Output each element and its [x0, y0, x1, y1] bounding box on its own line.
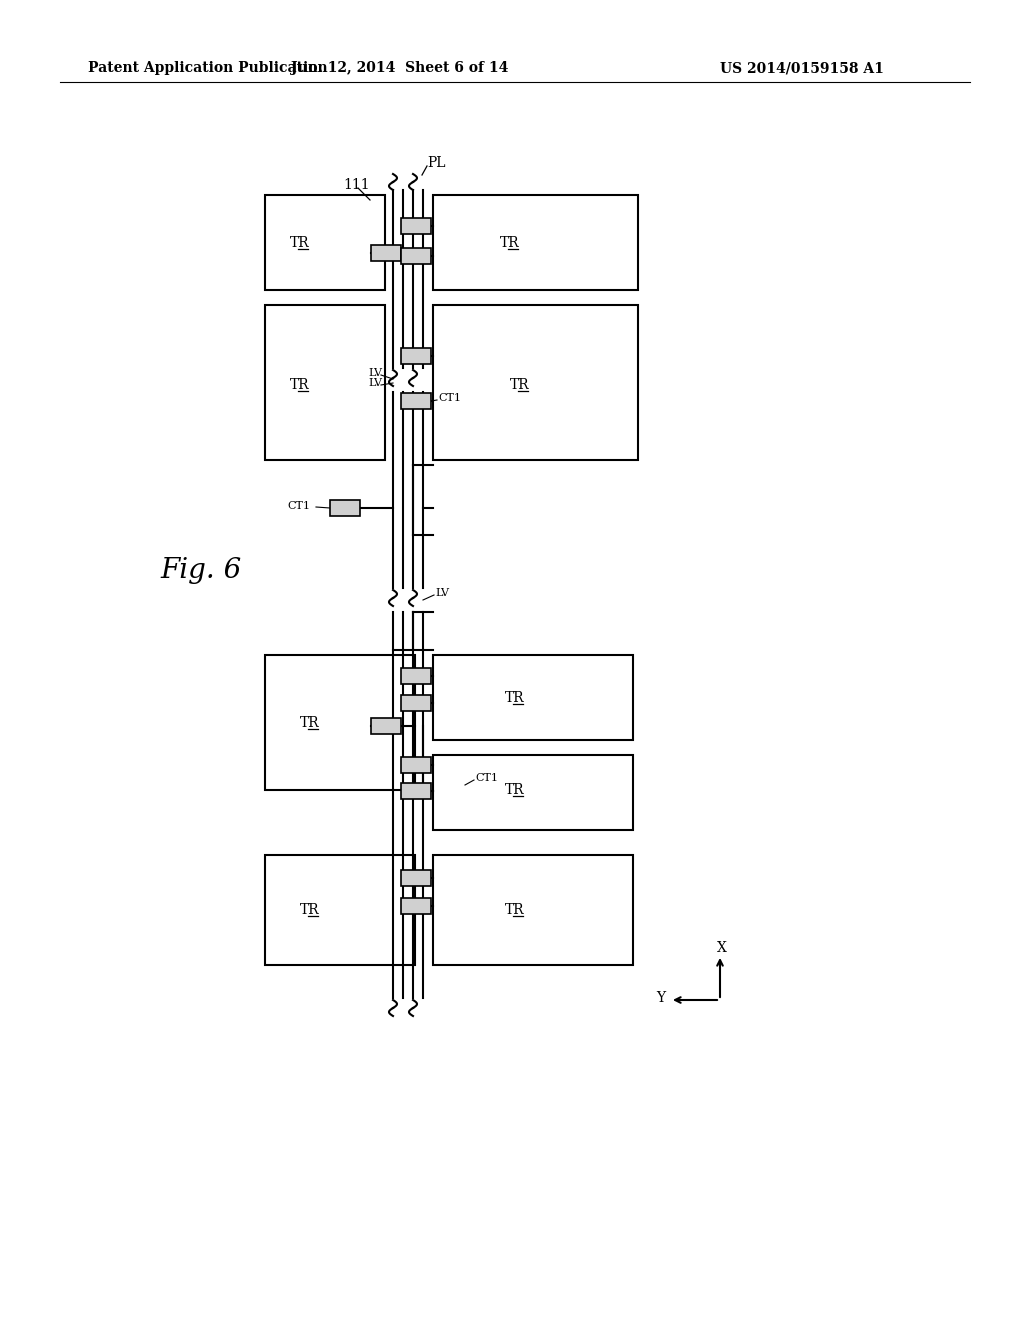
Bar	[401, 756, 431, 774]
Text: CT1: CT1	[475, 774, 498, 783]
Bar	[433, 305, 638, 459]
Text: US 2014/0159158 A1: US 2014/0159158 A1	[720, 61, 884, 75]
Bar	[433, 755, 633, 830]
Text: Y: Y	[656, 991, 665, 1005]
Bar	[401, 248, 431, 264]
Text: TR: TR	[505, 690, 524, 705]
Text: TR: TR	[290, 378, 309, 392]
Bar	[401, 783, 431, 799]
Bar	[433, 855, 633, 965]
Bar	[401, 393, 431, 409]
Bar	[433, 655, 633, 741]
Bar	[265, 655, 415, 789]
Text: TR: TR	[300, 903, 319, 917]
Text: PL: PL	[427, 156, 445, 170]
Bar	[330, 500, 360, 516]
Text: TR: TR	[510, 378, 529, 392]
Text: Fig. 6: Fig. 6	[160, 557, 242, 583]
Text: Patent Application Publication: Patent Application Publication	[88, 61, 328, 75]
Text: LV: LV	[368, 368, 382, 378]
Bar	[371, 718, 401, 734]
Bar	[265, 855, 415, 965]
Text: TR: TR	[505, 783, 524, 797]
Text: CT1: CT1	[287, 502, 310, 511]
Text: LV: LV	[435, 587, 449, 598]
Bar	[401, 870, 431, 886]
Text: TR: TR	[500, 236, 519, 249]
Bar	[265, 305, 385, 459]
Bar	[401, 668, 431, 684]
Bar	[433, 195, 638, 290]
Bar	[401, 348, 431, 364]
Bar	[371, 246, 401, 261]
Text: CT1: CT1	[438, 393, 461, 403]
Bar	[265, 195, 385, 290]
Text: TR: TR	[300, 715, 319, 730]
Text: 111: 111	[343, 178, 370, 191]
Bar	[401, 218, 431, 234]
Text: TR: TR	[290, 236, 309, 249]
Text: TR: TR	[505, 903, 524, 917]
Text: Jun. 12, 2014  Sheet 6 of 14: Jun. 12, 2014 Sheet 6 of 14	[291, 61, 509, 75]
Text: LV: LV	[368, 378, 382, 388]
Text: X: X	[717, 941, 727, 954]
Bar	[401, 696, 431, 711]
Bar	[401, 898, 431, 913]
